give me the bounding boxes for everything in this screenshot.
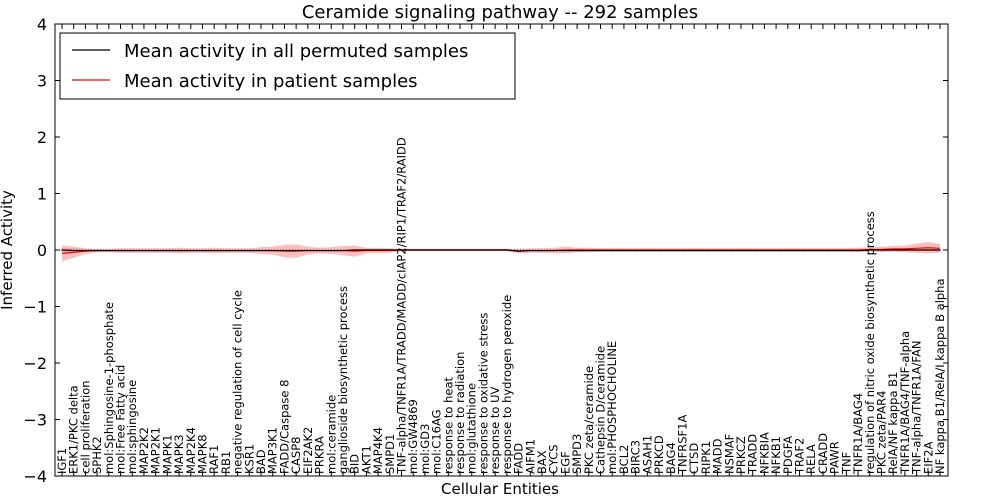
x-tick-label: FADD/Caspase 8 <box>277 380 291 474</box>
x-tick-label: TNFR1A/BAG4 <box>851 393 865 475</box>
x-tick-label: response to hydrogen peroxide <box>500 295 514 474</box>
x-tick-label: Cathepsin D/ceramide <box>594 346 608 474</box>
x-tick-label: CYCS <box>547 444 561 474</box>
x-tick-label: negative regulation of cell cycle <box>231 290 245 474</box>
legend-label-patient: Mean activity in patient samples <box>124 71 418 92</box>
x-tick-label: mol:GW4869 <box>406 399 420 474</box>
x-tick-label: MADD <box>711 438 725 474</box>
x-tick-label: regulation of nitric oxide biosynthetic … <box>863 211 877 474</box>
x-tick-label: mol:sphingosine <box>125 380 139 474</box>
x-tick-label: TNF-alpha/TNFR1A/TRADD/MADD/cIAP2/RIP1/T… <box>394 137 408 475</box>
x-tick-label: TNFRSF1A <box>675 415 689 475</box>
x-tick-label: AIFM1 <box>523 439 537 474</box>
x-tick-label: mol:C16AG <box>430 409 444 474</box>
legend-box <box>59 32 516 100</box>
y-axis-label: Inferred Activity <box>0 190 16 310</box>
chart-title: Ceramide signaling pathway -- 292 sample… <box>302 2 698 23</box>
x-tick-label: KSR1 <box>242 444 256 474</box>
x-tick-label: SMPD1 <box>383 434 397 474</box>
band-patient <box>62 242 940 262</box>
x-tick-label: MAPK1 <box>160 434 174 474</box>
x-tick-label: PRKCD <box>652 435 666 474</box>
y-tick-label: 1 <box>37 185 47 204</box>
x-tick-label: BIRC3 <box>629 440 643 474</box>
y-tick-label: −2 <box>23 354 47 373</box>
x-tick-label: NF kappa B1/RelA/I kappa B alpha <box>933 278 947 474</box>
x-tick-label: TNFR1A/BAG4/TNF-alpha <box>898 331 912 475</box>
x-tick-label: mol:GD3 <box>418 424 432 474</box>
x-tick-label: MAP2K1 <box>149 427 163 474</box>
x-tick-label: PRKCZ <box>734 436 748 474</box>
series-line-permuted <box>61 249 940 252</box>
x-tick-label: PKC zeta/PAR4 <box>874 391 888 474</box>
x-tick-label: PDGFA <box>781 436 795 474</box>
x-tick-label: BAD <box>254 449 268 474</box>
x-tick-label: RAF1 <box>207 445 221 474</box>
x-tick-label: NFKBIA <box>757 432 771 474</box>
x-tick-label: RIPK1 <box>699 441 713 474</box>
x-tick-label: BCL2 <box>617 445 631 474</box>
x-tick-label: PAWR <box>828 441 842 474</box>
x-tick-label: MAP2K4 <box>184 427 198 474</box>
x-axis-label: Cellular Entities <box>441 480 559 498</box>
x-tick-label: MAPK8 <box>195 434 209 474</box>
x-tick-label: RelA/NF kappa B1 <box>886 372 900 474</box>
y-tick-label: −1 <box>23 298 47 317</box>
y-tick-label: 3 <box>37 72 47 91</box>
x-tick-label: mol:PHOSPHOCHOLINE <box>605 341 619 474</box>
x-tick-label: IGF1 <box>55 448 69 474</box>
confidence-bands <box>62 242 940 262</box>
x-tick-label: PRKRA <box>313 436 327 474</box>
x-tick-label: SPHK2 <box>90 436 104 474</box>
x-tick-label: cell proliferation <box>78 380 92 474</box>
x-tick-label: BID <box>348 454 362 474</box>
x-tick-label: response to radiation <box>453 352 467 474</box>
x-tick-label: response to UV <box>488 386 502 474</box>
x-tick-label: PKC zeta/ceramide <box>582 366 596 474</box>
x-tick-label: response to heat <box>441 377 455 474</box>
x-tick-label: AKT1 <box>359 445 373 474</box>
y-tick-label: −3 <box>23 411 47 430</box>
y-ticks: −4 −3 −2 −1 0 1 2 3 4 <box>23 15 948 486</box>
x-tick-label: mol:Sphingosine-1-phosphate <box>102 302 116 474</box>
x-tick-label: MAPK3 <box>172 434 186 474</box>
legend: Mean activity in all permuted samples Me… <box>59 32 516 100</box>
x-tick-label: MAP4K4 <box>371 427 385 474</box>
x-tick-label: MAP2K2 <box>137 427 151 474</box>
x-tick-label: ERK1/PKC delta <box>67 385 81 474</box>
x-tick-label: RELA <box>804 444 818 474</box>
x-tick-label: BAG4 <box>664 442 678 474</box>
x-tick-label: NFKB1 <box>769 436 783 474</box>
x-tick-label: MAP3K1 <box>266 427 280 474</box>
x-tick-label: mol:ceramide <box>324 395 338 474</box>
x-tick-label: CTSD <box>687 443 701 474</box>
x-tick-label: TRAF2 <box>793 438 807 475</box>
x-tick-label: response to oxidative stress <box>476 313 490 474</box>
x-tick-label: NSMAF <box>722 434 736 474</box>
y-tick-label: 0 <box>37 241 47 260</box>
x-tick-label: EIF2A <box>921 441 935 474</box>
x-tick-label: CRADD <box>816 433 830 474</box>
legend-label-permuted: Mean activity in all permuted samples <box>124 41 468 62</box>
y-tick-label: 4 <box>37 15 47 34</box>
x-tick-label: ASAH1 <box>640 435 654 474</box>
plot-frame <box>54 23 949 477</box>
x-tick-label: EGF <box>558 451 572 474</box>
x-tick-label: ganglioside biosynthetic process <box>336 286 350 474</box>
x-tick-label: mol:Free Fatty acid <box>114 365 128 474</box>
x-tick-label: BAX <box>535 450 549 474</box>
x-tick-label: TRADD <box>746 434 760 475</box>
x-tick-label: CASP8 <box>289 437 303 474</box>
x-tick-label: TNF <box>839 452 853 475</box>
x-tick-label: FADD <box>512 443 526 474</box>
y-tick-label: 2 <box>37 128 47 147</box>
x-tick-label: mol:glutathione <box>465 383 479 474</box>
x-tick-label: EIF2AK2 <box>301 427 315 474</box>
x-tick-label: RB1 <box>219 451 233 474</box>
x-tick-label: SMPD3 <box>570 434 584 474</box>
x-tick-label: TNF-alpha/TNFR1A/FAN <box>910 341 924 475</box>
y-tick-label: −4 <box>23 467 47 486</box>
